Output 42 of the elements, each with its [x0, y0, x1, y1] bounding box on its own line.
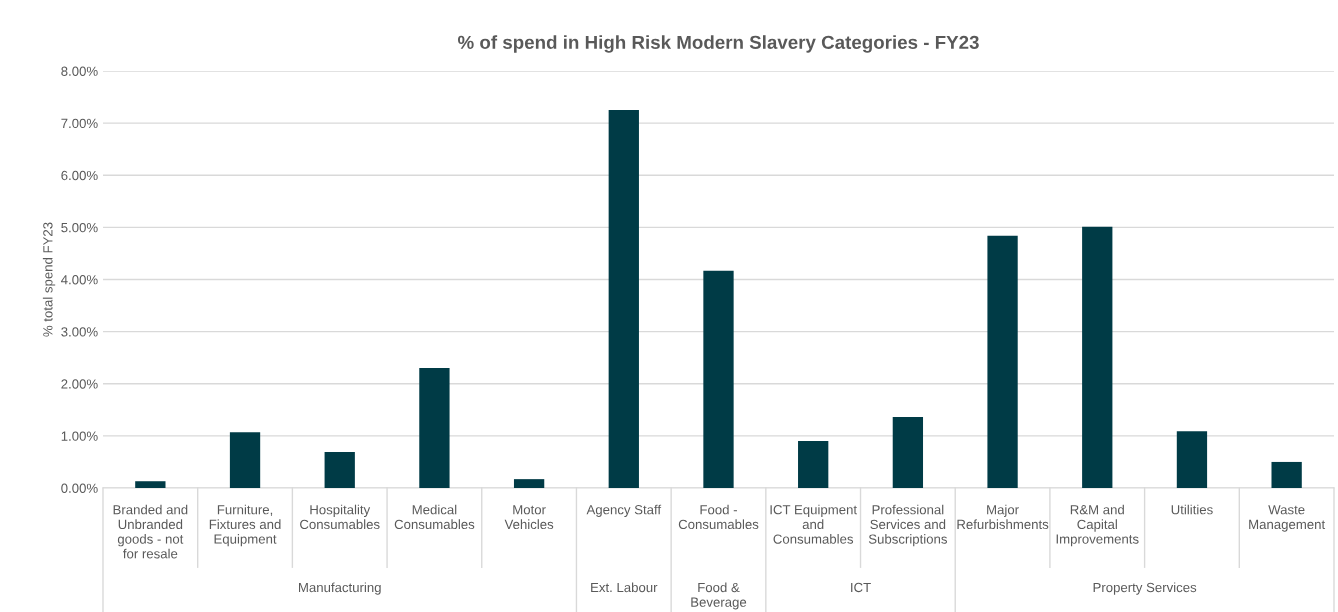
x-tick-label: Professional Services and Subscriptions [868, 504, 947, 547]
bar [892, 417, 924, 488]
y-tick-label: 2.00% [61, 379, 98, 389]
bar [135, 481, 166, 488]
bar [703, 270, 734, 488]
y-tick-label: 8.00% [61, 66, 98, 76]
x-tick-label: Motor Vehicles [504, 505, 554, 530]
text: Food & Beverage [691, 582, 747, 610]
y-tick-label: 6.00% [61, 170, 98, 181]
text: Ext. Labour [591, 582, 658, 593]
y-axis-title: % total spend FY23 [42, 222, 56, 337]
x-tick-label: Utilities [1171, 504, 1213, 515]
x-tick-label: Food - Consumables [678, 504, 759, 530]
y-tick-label: 1.00% [61, 431, 98, 441]
bar [1176, 431, 1208, 488]
x-tick-label: Medical Consumables [394, 504, 475, 530]
bar [987, 235, 1018, 488]
x-tick-label: Waste Management [1249, 505, 1326, 532]
y-tick-label: 7.00% [61, 118, 98, 129]
y-tick-label: 3.00% [61, 327, 98, 337]
x-tick-label: ICT Equipment and Consumables [770, 504, 857, 544]
y-tick-label: 5.00% [61, 222, 98, 233]
text: Manufacturing [299, 582, 381, 595]
x-tick-label: Branded and Unbranded goods - not for resale [113, 504, 188, 559]
bar [324, 452, 355, 488]
bar [1082, 226, 1113, 488]
bar [608, 110, 639, 488]
x-tick-label: Major Refurbishments [957, 504, 1049, 530]
chart-title: % of spend in High Risk Modern Slavery Categories - FY23 [457, 35, 979, 53]
bar [513, 479, 545, 488]
y-tick-label: 0.00% [61, 483, 98, 493]
text: ICT [851, 582, 871, 593]
x-tick-label: R&M and Capital Improvements [1056, 504, 1139, 547]
bar [1271, 461, 1302, 488]
bar [419, 368, 450, 488]
text: Property Services [1093, 582, 1197, 595]
x-tick-label: Agency Staff [586, 504, 662, 517]
bar [798, 441, 829, 488]
y-tick-label: 4.00% [61, 275, 98, 285]
bar [229, 432, 261, 488]
x-tick-label: Hospitality Consumables [300, 504, 380, 530]
x-tick-label: Furniture, Fixtures and Equipment [209, 504, 281, 547]
